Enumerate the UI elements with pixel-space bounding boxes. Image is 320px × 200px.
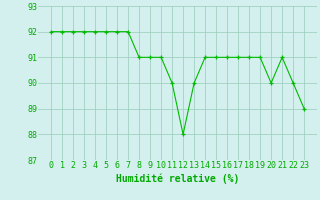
X-axis label: Humidité relative (%): Humidité relative (%) bbox=[116, 173, 239, 184]
